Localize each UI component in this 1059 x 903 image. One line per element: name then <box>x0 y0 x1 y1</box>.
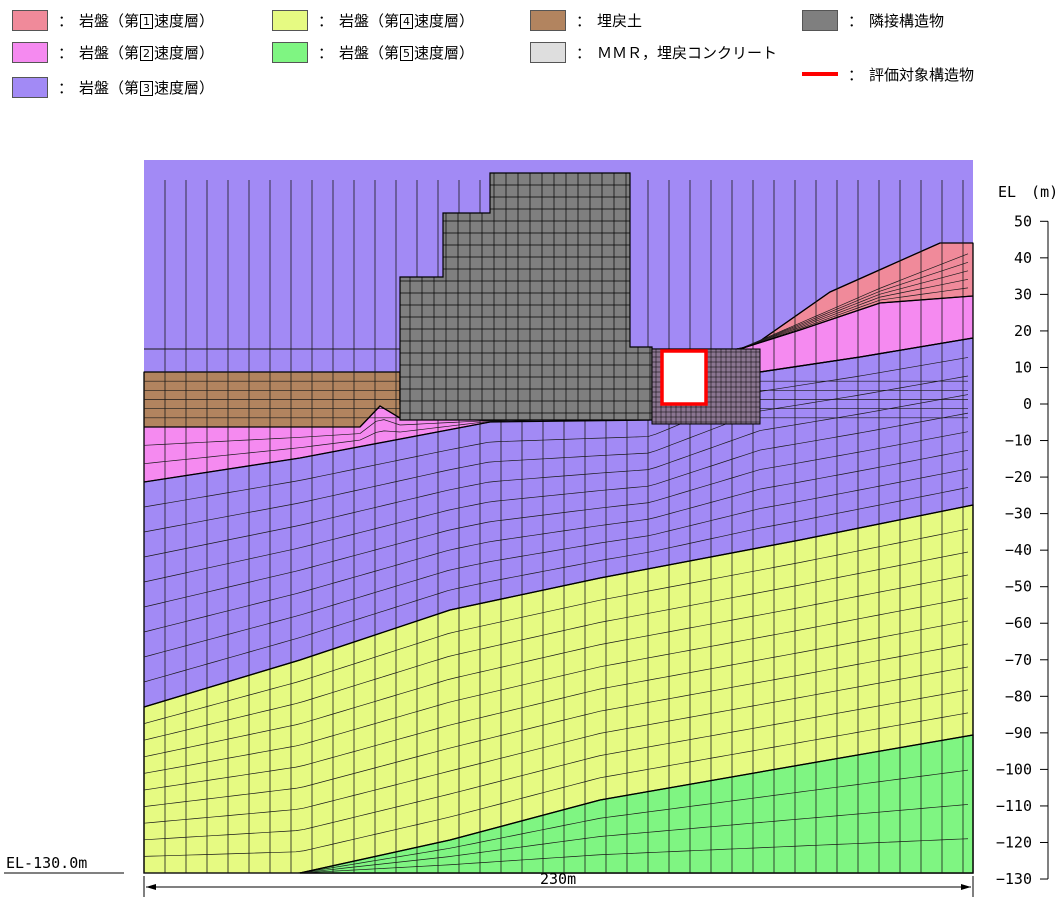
axis-tick-label: 20 <box>1014 322 1032 340</box>
legend-label-mmr: ＭＭＲ，埋戻コンクリート <box>597 43 778 62</box>
axis-title: EL (m) <box>998 183 1058 201</box>
mesh-line-rock5 <box>144 838 969 874</box>
mesh-line-rock3 <box>144 449 969 633</box>
legend-label-backfill: 埋戻土 <box>597 11 643 30</box>
mesh-line-rock4 <box>144 574 969 758</box>
axis-tick-label: −80 <box>1005 687 1032 705</box>
mesh-line-rock3 <box>144 468 969 658</box>
legend-swatch-adjacent <box>802 9 838 31</box>
legend-item-rock2: ： 岩盤（第 2 速度層） <box>12 40 214 64</box>
axis-tick-label: −110 <box>996 797 1032 815</box>
legend-label-rock3: 岩盤（第 3 速度層） <box>79 78 215 97</box>
legend-colon: ： <box>318 43 334 62</box>
dim-arrow-right <box>961 884 971 890</box>
legend-colon: ： <box>58 11 74 30</box>
legend-swatch-backfill <box>530 9 566 31</box>
axis-tick-label: −60 <box>1005 614 1032 632</box>
legend-item-rock3: ： 岩盤（第 3 速度層） <box>12 75 214 99</box>
legend-swatch-rock4 <box>272 9 308 31</box>
legend-label-target: 評価対象構造物 <box>869 65 975 84</box>
legend-colon: ： <box>848 11 864 30</box>
axis-tick-label: −20 <box>1005 468 1032 486</box>
mesh-line-rock4 <box>144 528 969 724</box>
legend-label-rock1: 岩盤（第 1 速度層） <box>79 11 215 30</box>
layer-boundary-1 <box>739 295 974 350</box>
mesh-line-rock4 <box>144 620 969 791</box>
legend-label-rock5: 岩盤（第 5 速度層） <box>339 43 475 62</box>
legend-colon: ： <box>58 43 74 62</box>
legend-item-rock5: ： 岩盤（第 5 速度層） <box>272 40 474 64</box>
legend-colon: ： <box>58 78 74 97</box>
legend-item-rock1: ： 岩盤（第 1 速度層） <box>12 8 214 32</box>
legend-colon: ： <box>318 11 334 30</box>
target-structure <box>660 349 708 406</box>
legend-colon: ： <box>576 43 592 62</box>
mesh-line-rock3 <box>144 412 969 583</box>
legend-swatch-rock5 <box>272 41 308 63</box>
axis-tick-label: −90 <box>1005 724 1032 742</box>
mesh-line-rock3 <box>144 394 969 558</box>
bottom-annotations: EL-130.0m 230m <box>4 854 974 897</box>
model-boundary <box>143 243 974 874</box>
structures <box>399 172 761 425</box>
axis-tick-label: 0 <box>1023 395 1032 413</box>
mesh-line-rock4 <box>144 689 969 841</box>
axis-tick-label: −10 <box>1005 432 1032 450</box>
legend-swatch-rock3 <box>12 76 48 98</box>
mesh-line-rock4 <box>144 597 969 774</box>
axis-tick-label: 30 <box>1014 285 1032 303</box>
legend-item-adjacent: ： 隣接構造物 <box>802 8 944 32</box>
axis-tick-label: −40 <box>1005 541 1032 559</box>
mesh-line-rock3 <box>144 357 969 508</box>
mmr-fill <box>662 351 706 404</box>
dim-arrow-left <box>146 884 156 890</box>
adjacent-structure <box>399 172 653 421</box>
legend: ： 岩盤（第 1 速度層） ： 岩盤（第 2 速度層） ： 岩盤（第 3 速度層） ： 岩盤… <box>0 0 1059 110</box>
mesh-line-rock3 <box>144 487 969 683</box>
axis-tick-label: −100 <box>996 760 1032 778</box>
axis-tick-label: −130 <box>996 870 1032 888</box>
axis-tick-label: −120 <box>996 833 1032 851</box>
mesh-line-rock4 <box>144 643 969 807</box>
axis-tick-label: −30 <box>1005 505 1032 523</box>
axis-tick-label: −50 <box>1005 578 1032 596</box>
legend-colon: ： <box>848 65 864 84</box>
legend-label-rock4: 岩盤（第 4 速度層） <box>339 11 475 30</box>
mesh-line-rock4 <box>144 666 969 824</box>
elevation-axis: EL (m) 50 40 30 20 10 0 −10 −20 −30 −40 −50 −60 −70 −… <box>996 183 1058 888</box>
legend-item-mmr: ： ＭＭＲ，埋戻コンクリート <box>530 40 777 64</box>
legend-label-adjacent: 隣接構造物 <box>869 11 945 30</box>
layer-boundary-5 <box>299 734 974 874</box>
mesh-line-rock4 <box>144 551 969 741</box>
legend-item-backfill: ： 埋戻土 <box>530 8 642 32</box>
axis-tick-label: 10 <box>1014 358 1032 376</box>
mesh-line-rock3 <box>144 431 969 608</box>
axis-tick-label: 50 <box>1014 212 1032 230</box>
width-label: 230m <box>540 870 576 888</box>
layer-boundary-4 <box>144 504 974 708</box>
legend-line-target <box>802 72 838 76</box>
legend-colon: ： <box>576 11 592 30</box>
legend-swatch-rock1 <box>12 9 48 31</box>
axis-tick-label: −70 <box>1005 651 1032 669</box>
axis-tick-label: 40 <box>1014 249 1032 267</box>
legend-item-rock4: ： 岩盤（第 4 速度層） <box>272 8 474 32</box>
legend-item-target: ： 評価対象構造物 <box>802 62 974 86</box>
legend-swatch-rock2 <box>12 41 48 63</box>
legend-label-rock2: 岩盤（第 2 速度層） <box>79 43 215 62</box>
mesh-line-rock4 <box>144 712 969 857</box>
legend-swatch-mmr <box>530 41 566 63</box>
bottom-el-label: EL-130.0m <box>6 854 87 872</box>
cross-section-diagram: EL (m) 50 40 30 20 10 0 −10 −20 −30 −40 −50 −60 −70 −… <box>4 160 1058 897</box>
